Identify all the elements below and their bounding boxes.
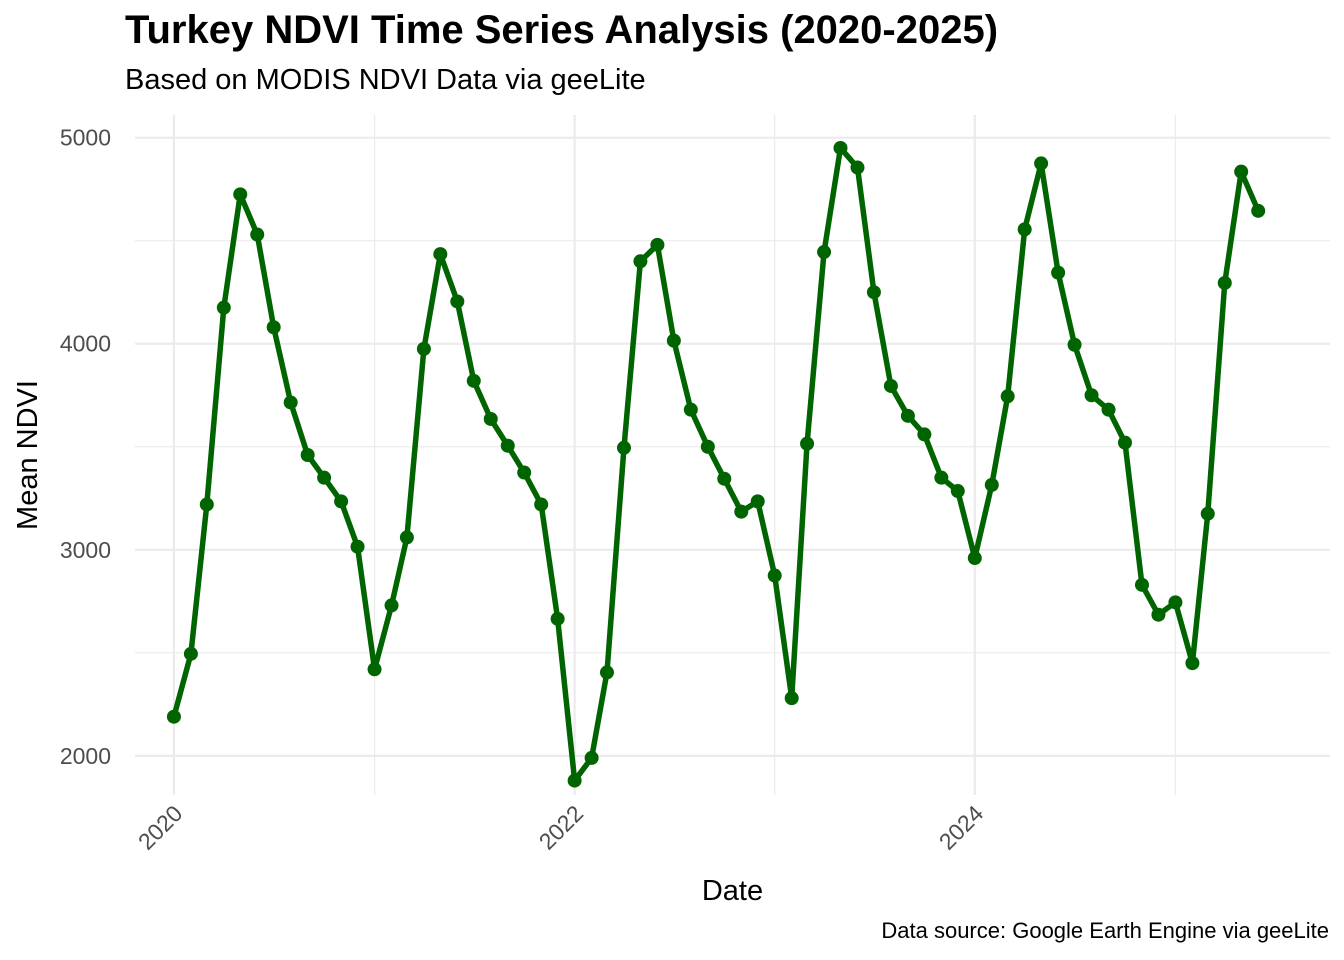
data-point xyxy=(550,611,565,626)
data-point xyxy=(666,333,681,348)
chart-subtitle: Based on MODIS NDVI Data via geeLite xyxy=(125,64,646,96)
data-point xyxy=(300,448,315,462)
data-point xyxy=(950,484,965,499)
series-line xyxy=(171,145,1261,784)
data-point xyxy=(650,237,665,252)
data-point xyxy=(283,395,298,410)
data-point xyxy=(166,709,181,724)
data-point xyxy=(183,646,198,661)
data-point xyxy=(334,494,349,509)
x-axis-title: Date xyxy=(702,875,763,907)
data-point xyxy=(1151,607,1166,622)
data-point xyxy=(767,568,782,583)
data-point xyxy=(1234,164,1249,179)
y-axis-ticks: 2000 3000 4000 5000 xyxy=(60,125,111,769)
data-point xyxy=(883,378,898,393)
x-axis-ticks: 2020 2022 2024 xyxy=(133,800,989,855)
data-point xyxy=(450,294,465,309)
data-point xyxy=(734,504,749,519)
data-point xyxy=(350,539,365,554)
data-point xyxy=(584,750,599,765)
data-point xyxy=(1017,222,1032,237)
data-point xyxy=(833,140,848,155)
data-point xyxy=(266,320,281,335)
data-point xyxy=(1000,389,1015,404)
data-point xyxy=(367,662,382,677)
y-tick-label: 3000 xyxy=(60,537,111,563)
data-point xyxy=(500,438,515,453)
data-point xyxy=(866,285,881,300)
data-point xyxy=(633,254,648,269)
data-point xyxy=(717,471,732,486)
y-tick-label: 4000 xyxy=(60,331,111,357)
chart-caption: Data source: Google Earth Engine via gee… xyxy=(881,918,1329,943)
y-axis-title: Mean NDVI xyxy=(12,380,44,530)
data-point xyxy=(1134,577,1149,592)
data-point xyxy=(1084,388,1099,403)
data-point xyxy=(1051,265,1066,280)
data-point xyxy=(1034,156,1049,171)
data-point xyxy=(199,497,214,512)
grid-major xyxy=(135,115,1330,795)
data-point xyxy=(216,300,231,315)
data-point xyxy=(800,436,815,451)
y-tick-label: 2000 xyxy=(60,743,111,769)
data-point xyxy=(534,497,549,512)
data-point xyxy=(900,408,915,423)
data-point xyxy=(1168,595,1183,610)
data-point xyxy=(1217,275,1232,290)
data-point xyxy=(850,160,865,175)
data-point xyxy=(433,247,448,262)
data-point xyxy=(683,402,698,417)
data-point xyxy=(616,440,631,455)
data-point xyxy=(1067,337,1082,352)
x-tick-label: 2022 xyxy=(534,800,589,855)
data-point xyxy=(917,427,932,442)
data-point xyxy=(784,691,799,706)
data-point xyxy=(250,227,265,242)
data-point xyxy=(599,665,614,680)
data-point xyxy=(233,187,248,202)
data-point xyxy=(1101,402,1116,417)
data-point xyxy=(483,411,498,426)
data-point xyxy=(934,470,949,485)
y-tick-label: 5000 xyxy=(60,125,111,151)
series-layer xyxy=(166,140,1266,788)
x-tick-label: 2020 xyxy=(133,800,188,855)
data-point xyxy=(384,598,399,613)
data-point xyxy=(416,341,431,356)
chart-title: Turkey NDVI Time Series Analysis (2020-2… xyxy=(125,8,999,52)
data-point xyxy=(466,373,481,388)
data-point xyxy=(317,470,332,485)
data-point xyxy=(1200,506,1215,521)
x-tick-label: 2024 xyxy=(934,800,989,855)
data-point xyxy=(700,439,715,454)
data-point xyxy=(750,494,765,509)
data-point xyxy=(567,773,582,788)
data-point xyxy=(399,530,414,545)
grid-minor xyxy=(135,115,1330,795)
data-point xyxy=(967,551,982,566)
data-point xyxy=(1117,435,1132,450)
data-point xyxy=(1251,203,1266,218)
data-point xyxy=(984,477,999,492)
data-point xyxy=(817,245,832,260)
data-point xyxy=(517,465,532,480)
data-point xyxy=(1185,656,1200,671)
